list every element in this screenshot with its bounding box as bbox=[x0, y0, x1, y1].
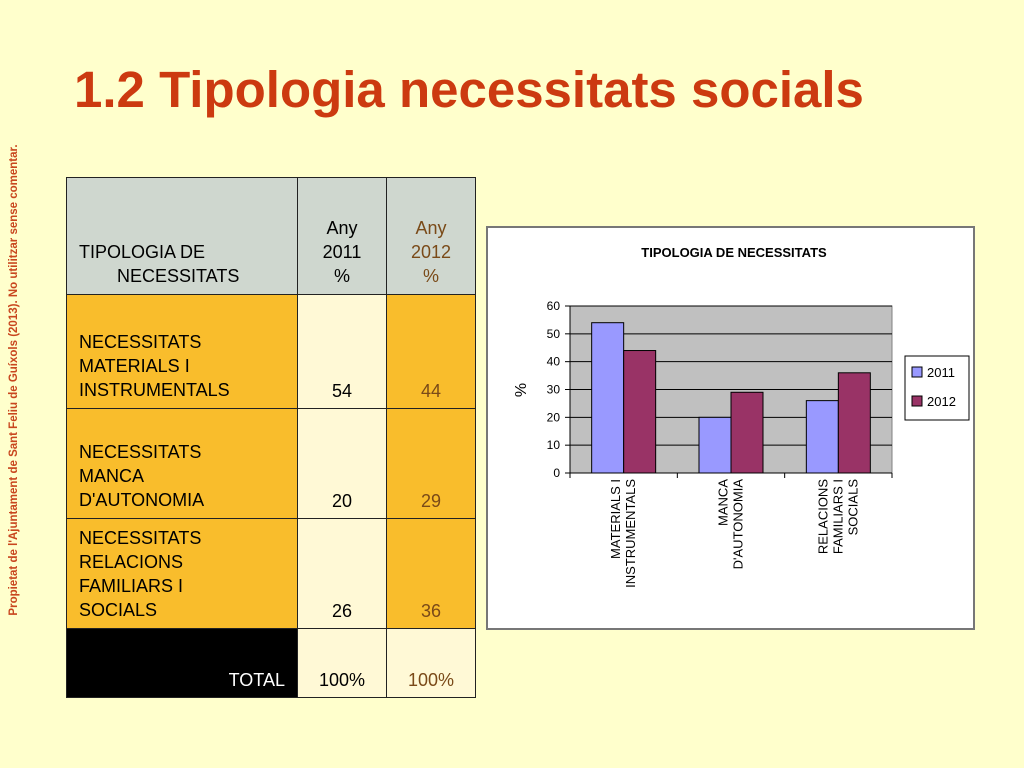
legend-label-2011: 2011 bbox=[927, 365, 955, 380]
total-value-2012: 100% bbox=[386, 628, 476, 698]
legend-label-2012: 2012 bbox=[927, 394, 956, 409]
header-tipologia: TIPOLOGIA DE NECESSITATS bbox=[66, 177, 298, 295]
bar-2011-1 bbox=[591, 322, 625, 474]
header-tipologia-line-1: TIPOLOGIA DE bbox=[79, 242, 206, 262]
header-2012-line-2: 2012 bbox=[410, 242, 452, 262]
header-any-2012: Any 2012 % bbox=[386, 177, 476, 295]
y-tick-label: 0 bbox=[553, 466, 560, 480]
row-2-line-1: NECESSITATS bbox=[79, 442, 202, 462]
table-row: NECESSITATS MANCA D'AUTONOMIA 20 29 bbox=[66, 408, 476, 519]
header-2011-line-1: Any bbox=[326, 218, 358, 238]
chart-container: TIPOLOGIA DE NECESSITATS 0 10 20 30 40 50 60 MA… bbox=[486, 226, 975, 630]
row-1-value-2011: 54 bbox=[297, 294, 387, 409]
bar-2011-3 bbox=[805, 400, 839, 474]
row-label-autonomia: NECESSITATS MANCA D'AUTONOMIA bbox=[66, 408, 298, 519]
row-label-materials: NECESSITATS MATERIALS I INSTRUMENTALS bbox=[66, 294, 298, 409]
table-header-row: TIPOLOGIA DE NECESSITATS Any 2011 % Any … bbox=[66, 177, 476, 295]
row-1-line-3: INSTRUMENTALS bbox=[79, 380, 230, 400]
y-tick-label: 10 bbox=[547, 438, 561, 452]
table-row: NECESSITATS MATERIALS I INSTRUMENTALS 54… bbox=[66, 294, 476, 409]
bar-chart: TIPOLOGIA DE NECESSITATS 0 10 20 30 40 50 60 MA… bbox=[513, 245, 970, 588]
total-value-2011: 100% bbox=[297, 628, 387, 698]
row-3-line-3: FAMILIARS I bbox=[79, 576, 184, 596]
x-category-label-line: MANCA bbox=[716, 479, 731, 526]
header-2011-line-2: 2011 bbox=[322, 242, 362, 262]
row-3-line-4: SOCIALS bbox=[79, 600, 158, 620]
x-category-label-line: FAMILIARS I bbox=[830, 479, 845, 554]
row-3-line-2: RELACIONS bbox=[79, 552, 184, 572]
legend-swatch-2011 bbox=[911, 366, 923, 378]
x-category-label: MATERIALS I INSTRUMENTALS bbox=[608, 479, 638, 588]
header-2012-line-3: % bbox=[422, 266, 439, 286]
chart-legend: 2011 2012 bbox=[904, 355, 970, 421]
header-tipologia-line-2: NECESSITATS bbox=[117, 266, 240, 286]
row-label-relacions: NECESSITATS RELACIONS FAMILIARS I SOCIAL… bbox=[66, 518, 298, 629]
bar-2011-2 bbox=[698, 416, 732, 474]
y-axis-label: % bbox=[513, 383, 530, 397]
table-total-row: TOTAL 100% 100% bbox=[66, 628, 476, 698]
row-1-value-2012: 44 bbox=[386, 294, 476, 409]
header-any-2011: Any 2011 % bbox=[297, 177, 387, 295]
row-2-value-2012: 29 bbox=[386, 408, 476, 519]
x-category-label-line: SOCIALS bbox=[845, 479, 860, 536]
y-tick-label: 30 bbox=[547, 383, 561, 397]
y-tick-label: 50 bbox=[547, 327, 561, 341]
header-2011-line-3: % bbox=[333, 266, 350, 286]
row-1-line-2: MATERIALS I bbox=[79, 356, 190, 376]
x-category-label-line: MATERIALS I bbox=[608, 479, 623, 559]
bar-2012-2 bbox=[730, 391, 764, 474]
row-3-line-1: NECESSITATS bbox=[79, 528, 202, 548]
side-copyright-note: Propietat de l'Ajuntament de Sant Feliu … bbox=[8, 144, 20, 616]
chart-title: TIPOLOGIA DE NECESSITATS bbox=[641, 245, 827, 260]
y-tick-label: 40 bbox=[547, 355, 561, 369]
row-2-line-3: D'AUTONOMIA bbox=[79, 490, 205, 510]
row-1-line-1: NECESSITATS bbox=[79, 332, 202, 352]
row-3-value-2011: 26 bbox=[297, 518, 387, 629]
legend-swatch-2012 bbox=[911, 395, 923, 407]
total-label: TOTAL bbox=[66, 628, 298, 698]
y-tick-label: 20 bbox=[547, 410, 561, 424]
x-category-label-line: D'AUTONOMIA bbox=[731, 479, 746, 570]
x-category-label: RELACIONS FAMILIARS I SOCIALS bbox=[815, 479, 860, 554]
chart-plot-area: 0 10 20 30 40 50 60 MATERIALS I INSTRUMENTALS MAN… bbox=[547, 299, 893, 588]
bar-2012-3 bbox=[837, 372, 871, 474]
x-category-label-line: INSTRUMENTALS bbox=[623, 479, 638, 588]
bar-2012-1 bbox=[623, 350, 657, 474]
row-3-value-2012: 36 bbox=[386, 518, 476, 629]
x-category-label-line: RELACIONS bbox=[815, 479, 830, 554]
table-row: NECESSITATS RELACIONS FAMILIARS I SOCIAL… bbox=[66, 518, 476, 629]
x-category-label: MANCA D'AUTONOMIA bbox=[716, 479, 746, 570]
page-title: 1.2 Tipologia necessitats socials bbox=[74, 61, 864, 118]
row-2-value-2011: 20 bbox=[297, 408, 387, 519]
data-table: TIPOLOGIA DE NECESSITATS Any 2011 % Any … bbox=[66, 177, 476, 698]
y-tick-label: 60 bbox=[547, 299, 561, 313]
row-2-line-2: MANCA bbox=[79, 466, 145, 486]
header-2012-line-1: Any bbox=[415, 218, 447, 238]
